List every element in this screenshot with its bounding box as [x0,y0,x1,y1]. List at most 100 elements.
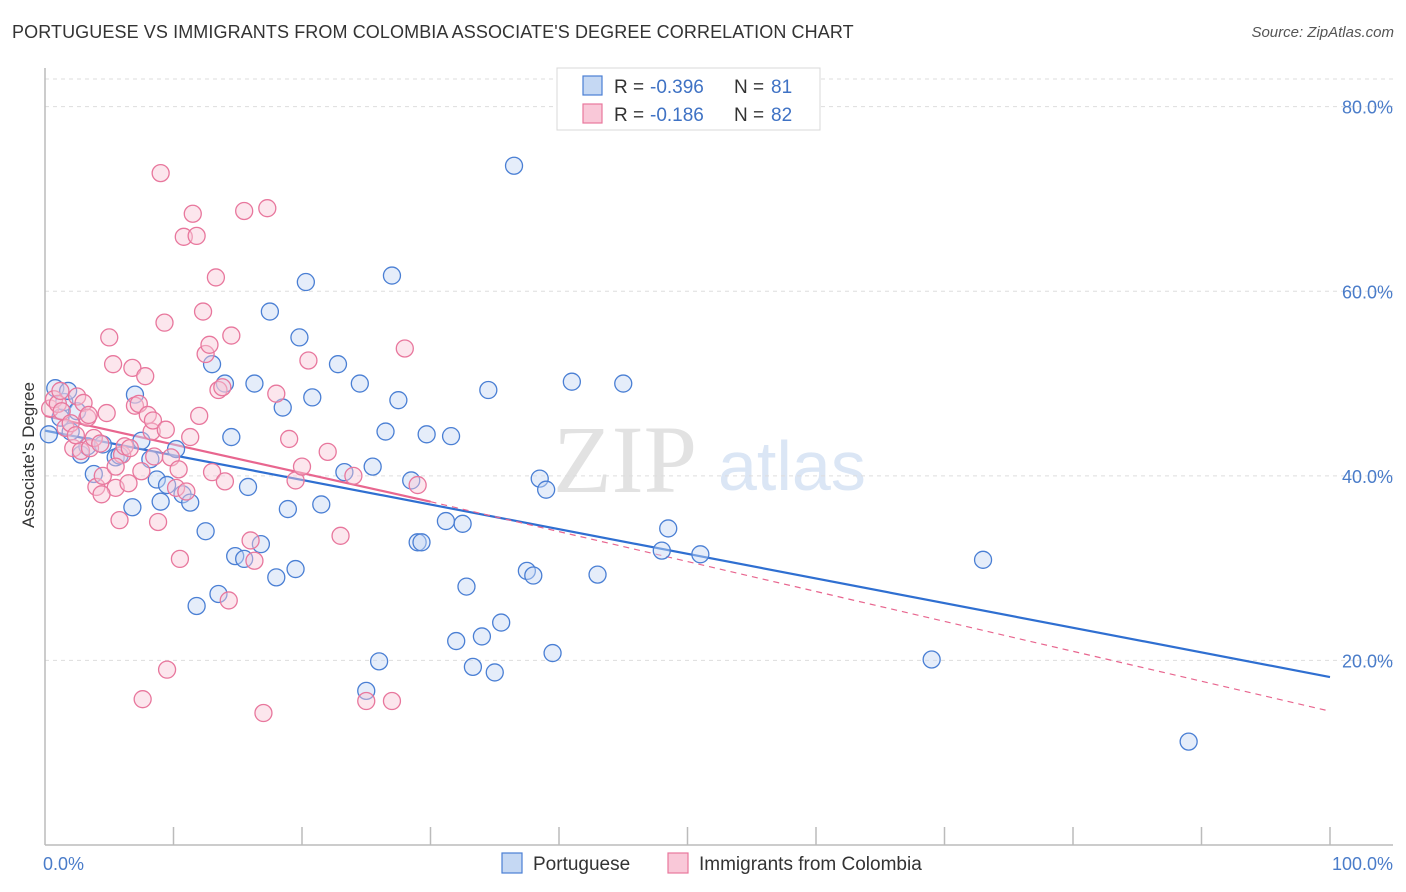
colombia-point [408,475,427,495]
colombia-point [292,457,312,476]
colombia-point [155,313,174,332]
grid-layer [45,78,1393,661]
colombia-point [145,447,164,466]
portuguese-point [328,355,348,374]
bottom-legend-swatch [667,852,689,874]
y-tick-label: 60.0% [1342,282,1393,302]
colombia-point [206,268,226,287]
portuguese-point [39,425,59,444]
portuguese-point [278,499,298,519]
portuguese-point [58,381,78,401]
legend-swatch [582,103,603,124]
colombia-point [219,591,238,610]
portuguese-point [181,493,200,512]
portuguese-point [453,514,472,533]
portuguese-point [222,427,241,447]
colombia-point [196,344,215,364]
colombia-point [100,328,119,347]
points-layer [39,156,1198,751]
colombia-point [267,384,286,403]
colombia-point [241,531,260,550]
chart-source: Source: ZipAtlas.com [1251,24,1394,41]
colombia-point [254,703,273,723]
colombia-point [395,339,414,358]
colombia-point [136,367,155,386]
portuguese-point [973,550,993,569]
portuguese-point [286,559,305,579]
portuguese-point [441,427,461,446]
legend: R = -0.396 N = 81 R = -0.186 N = 82 [556,67,821,131]
colombia-point [357,691,376,711]
portuguese-point [485,663,504,682]
legend-r-label: R = [614,105,644,126]
colombia-point [120,439,139,458]
colombia-point [123,358,142,378]
portuguese-point [202,355,222,374]
colombia-point [193,302,213,321]
colombia-point [61,414,80,433]
portuguese-point [238,477,258,497]
portuguese-point [376,422,395,441]
portuguese-point [652,541,671,560]
colombia-point [177,482,196,501]
colombia-point [190,406,209,426]
portuguese-point [659,519,678,538]
colombia-point [156,420,175,439]
colombia-point [183,204,202,223]
portuguese-point [1179,732,1198,751]
portuguese-point [408,533,427,552]
portuguese-point [922,650,941,669]
portuguese-point [389,391,408,410]
portuguese-point [382,266,402,285]
colombia-point [79,405,98,425]
colombia-trend-line-extension [430,501,1331,712]
portuguese-point [187,596,206,616]
portuguese-point [363,457,382,476]
portuguese-point [447,631,466,651]
portuguese-point [412,533,431,552]
colombia-point [151,163,170,183]
x-tick-label-min: 0.0% [43,854,84,874]
portuguese-point [357,681,376,701]
portuguese-point [417,425,436,444]
colombia-point [93,466,112,485]
colombia-point [174,227,193,246]
portuguese-point [151,492,170,511]
watermark: ZIP atlas [553,406,866,513]
y-tick-label: 20.0% [1342,651,1393,671]
legend-n-value: 81 [771,77,792,98]
portuguese-point [479,380,498,400]
legend-r-value: -0.186 [650,105,704,126]
colombia-point [169,460,188,479]
colombia-point [331,526,350,545]
portuguese-point [524,566,543,585]
legend-r-value: -0.396 [650,77,704,98]
colombia-point [97,403,116,423]
legend-r-label: R = [614,77,644,98]
portuguese-point [290,328,309,347]
bottom-legend-label: Immigrants from Colombia [699,854,922,875]
colombia-trend-line [44,414,431,503]
bottom-legend-label: Portuguese [533,854,630,875]
colombia-point [92,485,111,504]
chart-title: PORTUGUESE VS IMMIGRANTS FROM COLOMBIA A… [12,22,854,42]
portuguese-point [369,652,389,671]
portuguese-point [472,627,492,646]
colombia-point [318,442,337,461]
portuguese-point [147,470,166,489]
bottom-legend-swatch [501,852,523,874]
y-axis-label: Associate's Degree [19,382,38,528]
colombia-point [279,429,299,449]
portuguese-point [303,388,322,407]
colombia-point [51,381,70,401]
portuguese-point [504,156,524,175]
portuguese-point [436,511,456,531]
portuguese-point [296,272,316,292]
colombia-point [344,466,363,485]
portuguese-point [588,565,607,584]
y-tick-label: 80.0% [1342,98,1393,118]
portuguese-point [209,584,228,604]
portuguese-point [123,498,142,517]
colombia-point [213,378,232,397]
watermark-zip: ZIP [553,406,697,513]
